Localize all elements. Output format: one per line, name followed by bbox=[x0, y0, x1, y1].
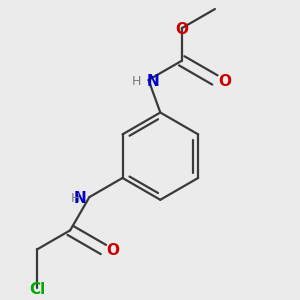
Text: O: O bbox=[218, 74, 231, 89]
Text: O: O bbox=[106, 244, 119, 259]
Text: H: H bbox=[71, 192, 80, 205]
Text: H: H bbox=[132, 75, 141, 88]
Text: O: O bbox=[175, 22, 188, 37]
Text: N: N bbox=[147, 74, 160, 89]
Text: Cl: Cl bbox=[29, 282, 45, 297]
Text: N: N bbox=[74, 191, 86, 206]
